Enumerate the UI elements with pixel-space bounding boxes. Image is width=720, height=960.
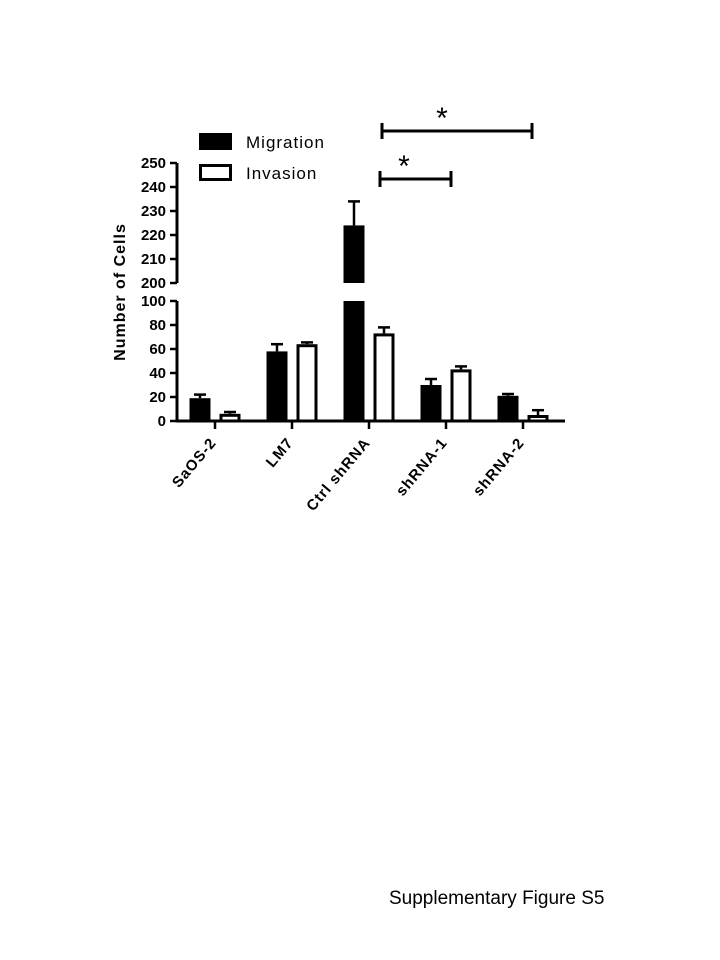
- y-tick-upper-label: 220: [141, 227, 166, 244]
- bar-migration-lower: [343, 301, 365, 421]
- significance-star: *: [436, 102, 448, 135]
- bar-invasion: [219, 413, 241, 423]
- x-tick-label: shRNA-1: [393, 435, 451, 500]
- bar-invasion: [450, 369, 472, 423]
- legend-label-invasion: Invasion: [246, 164, 317, 183]
- legend: Migration Invasion: [199, 133, 325, 183]
- figure-caption: Supplementary Figure S5: [389, 888, 605, 909]
- legend-swatch-invasion: [199, 164, 232, 181]
- bar-invasion: [373, 333, 395, 423]
- significance-markers: **: [378, 102, 534, 187]
- bar-migration: [189, 398, 211, 421]
- y-tick-upper-label: 240: [141, 179, 166, 196]
- legend-swatch-migration: [199, 133, 232, 150]
- y-tick-upper-label: 230: [141, 203, 166, 220]
- x-tick-label: Ctrl shRNA: [303, 435, 374, 515]
- x-tick-label: SaOS-2: [169, 435, 220, 491]
- bar-migration: [266, 351, 288, 421]
- bar-migration: [420, 385, 442, 421]
- bars: [189, 200, 549, 423]
- axes: [175, 163, 565, 423]
- y-tick-upper-label: 250: [141, 155, 166, 172]
- y-tick-upper-label: 210: [141, 251, 166, 268]
- x-tick-labels: SaOS-2 LM7 Ctrl shRNA shRNA-1 shRNA-2: [169, 421, 528, 515]
- bar-migration: [497, 395, 519, 421]
- y-tick-lower-label: 80: [149, 317, 166, 334]
- y-tick-lower-label: 0: [158, 413, 166, 430]
- y-tick-lower-label: 20: [149, 389, 166, 406]
- x-tick-label: shRNA-2: [470, 435, 528, 500]
- y-tick-lower-label: 60: [149, 341, 166, 358]
- bar-invasion: [527, 415, 549, 423]
- x-tick-label: LM7: [263, 435, 297, 471]
- bar-invasion: [296, 344, 318, 423]
- y-tick-upper-label: 200: [141, 275, 166, 292]
- y-tick-lower-label: 40: [149, 365, 166, 382]
- bar-migration-upper: [343, 225, 365, 283]
- y-tick-lower-label: 100: [141, 293, 166, 310]
- legend-label-migration: Migration: [246, 133, 325, 152]
- significance-star: *: [398, 150, 410, 183]
- y-axis-title: Number of Cells: [112, 223, 129, 361]
